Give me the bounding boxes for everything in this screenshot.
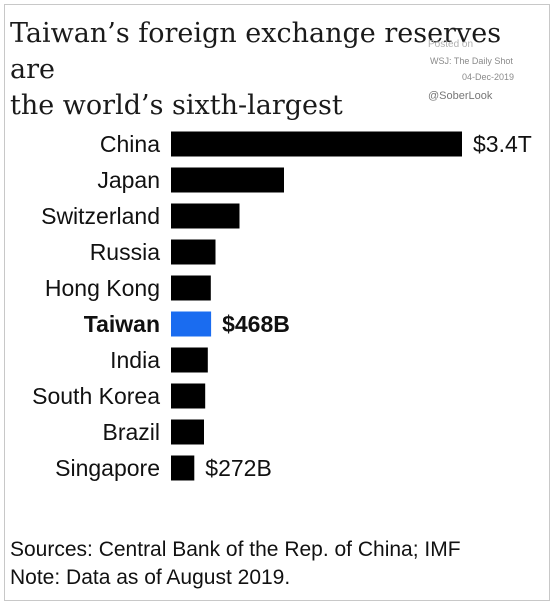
category-label-china: China: [100, 131, 160, 157]
bar-japan: [171, 167, 284, 193]
data-note: Note: Data as of August 2019.: [10, 566, 291, 589]
category-label-india: India: [110, 347, 160, 373]
bar-hong-kong: [171, 275, 211, 301]
bar-south-korea: [171, 383, 206, 409]
bar-taiwan: [171, 311, 212, 337]
title-line-1: Taiwan’s foreign exchange reserves are: [10, 18, 502, 85]
chart-footer: Sources: Central Bank of the Rep. of Chi…: [10, 536, 540, 592]
value-label-singapore: $272B: [205, 455, 272, 481]
bar-brazil: [171, 419, 204, 445]
watermark-handle: @SoberLook: [428, 90, 493, 102]
bar-china: [171, 131, 462, 157]
category-label-singapore: Singapore: [55, 455, 160, 481]
title-line-2: the world’s sixth-largest: [10, 90, 343, 121]
bar-india: [171, 347, 208, 373]
bar-singapore: [171, 455, 195, 481]
watermark-source: WSJ: The Daily Shot: [430, 56, 513, 66]
value-label-taiwan: $468B: [222, 311, 290, 337]
category-label-hong-kong: Hong Kong: [45, 275, 160, 301]
category-label-switzerland: Switzerland: [41, 203, 160, 229]
chart-frame: [4, 4, 550, 601]
watermark-posted: Posted on: [428, 39, 474, 50]
bar-russia: [171, 239, 216, 265]
category-label-taiwan: Taiwan: [84, 311, 160, 337]
bar-switzerland: [171, 203, 240, 229]
category-label-japan: Japan: [97, 167, 160, 193]
sources-note: Sources: Central Bank of the Rep. of Chi…: [10, 538, 461, 561]
value-label-china: $3.4T: [473, 131, 532, 157]
category-label-brazil: Brazil: [102, 419, 160, 445]
chart-title: Taiwan’s foreign exchange reserves are t…: [10, 16, 530, 124]
category-label-south-korea: South Korea: [32, 383, 160, 409]
watermark-date: 04-Dec-2019: [462, 72, 515, 82]
category-label-russia: Russia: [90, 239, 161, 265]
